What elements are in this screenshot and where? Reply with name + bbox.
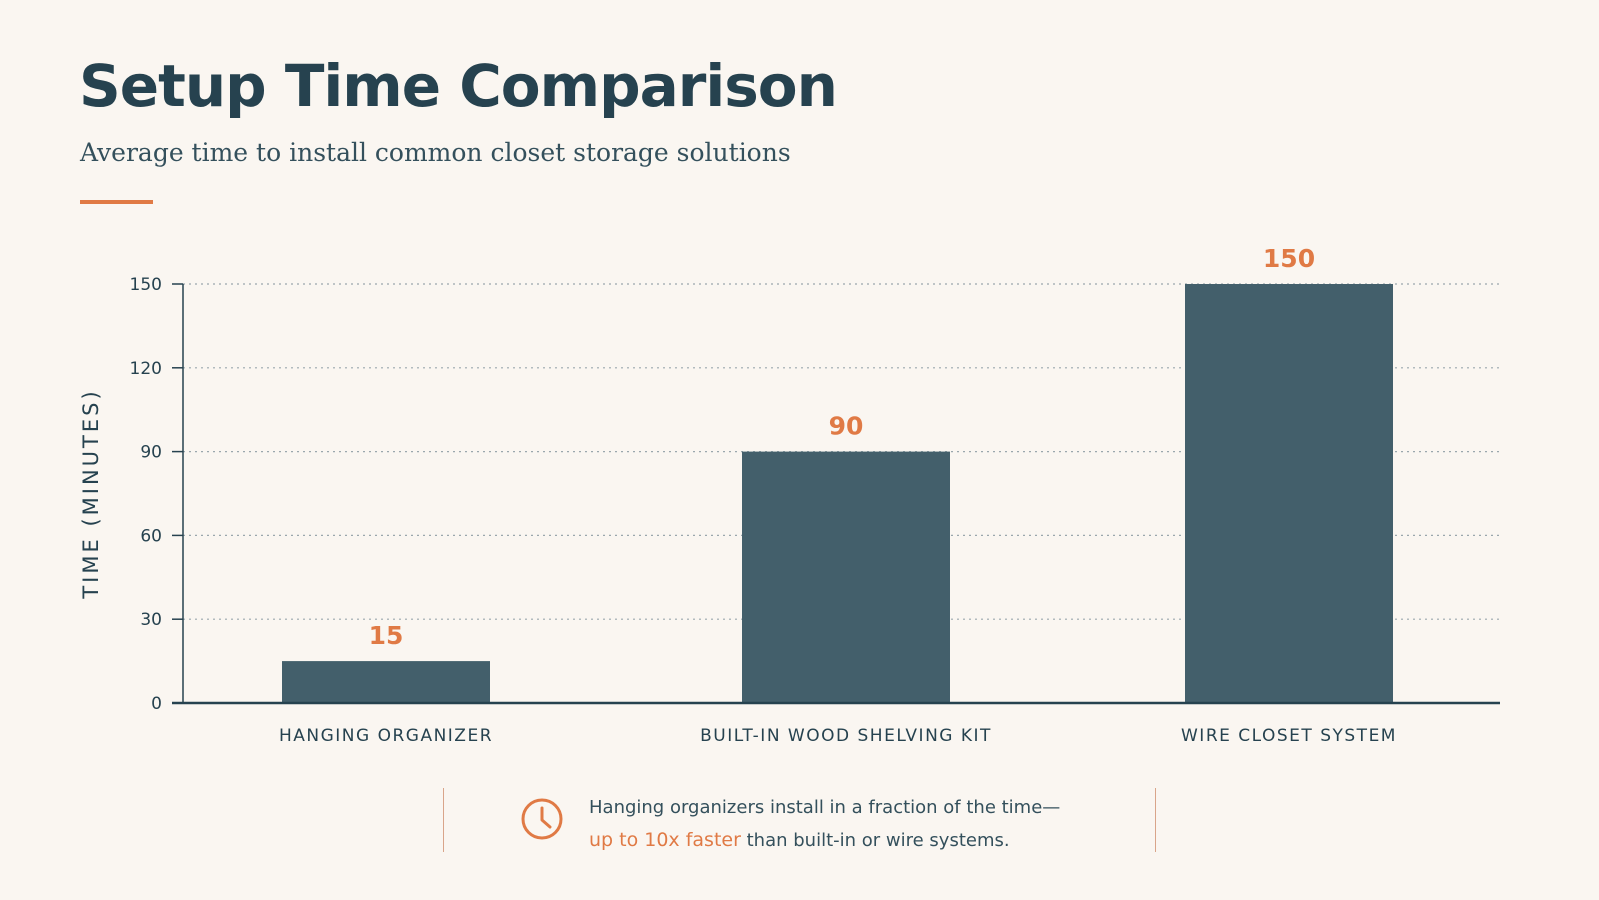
y-axis-title: TIME (MINUTES) [79,388,103,599]
y-tick-label: 60 [140,526,162,546]
x-tick-label: HANGING ORGANIZER [279,726,493,746]
chart-subtitle: Average time to install common closet st… [80,138,791,167]
y-tick-label: 150 [130,275,162,295]
footnote-divider-right [1155,788,1156,852]
data-label: 15 [369,621,404,650]
data-label: 90 [829,412,864,441]
bar [1185,284,1393,703]
y-tick-label: 90 [140,443,162,463]
footnote-line2: than built-in or wire systems. [740,830,1010,851]
x-tick-label: WIRE CLOSET SYSTEM [1181,726,1397,746]
footnote-highlight: up to 10x faster [589,829,741,851]
footnote-line1: Hanging organizers install in a fraction… [589,797,1061,818]
clock-icon [520,797,564,841]
y-tick-label: 120 [130,359,162,379]
x-tick-label: BUILT-IN WOOD SHELVING KIT [700,726,992,746]
footnote-text: Hanging organizers install in a fraction… [589,792,1060,857]
accent-rule [80,200,153,204]
chart-title: Setup Time Comparison [79,52,838,120]
bar [282,661,490,703]
bar [742,451,950,703]
data-label: 150 [1263,244,1315,273]
y-tick-label: 30 [140,610,162,630]
footnote-divider-left [443,788,444,852]
y-tick-label: 0 [151,694,162,714]
bar-chart: 0 30 60 90 120 150 TIME (MINUTES) 15 HANGING ORG… [79,244,1500,746]
